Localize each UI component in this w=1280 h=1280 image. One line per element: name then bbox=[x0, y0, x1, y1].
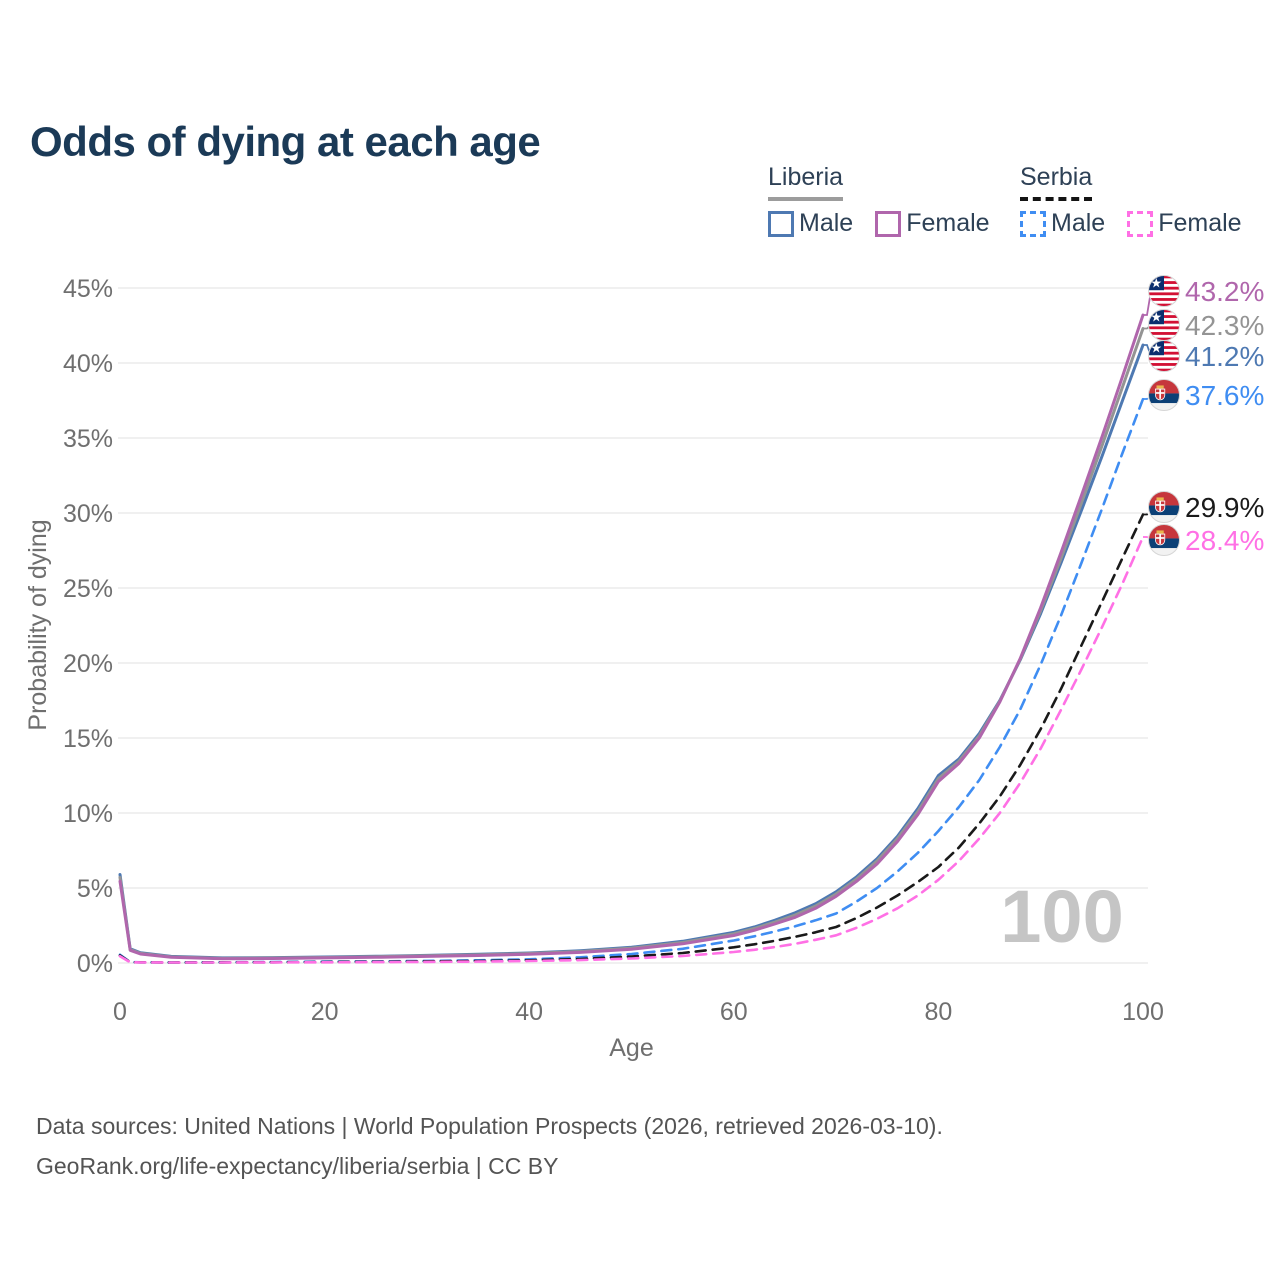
legend-item-serbia-female[interactable]: Female bbox=[1127, 209, 1242, 238]
liberia-male-swatch-icon bbox=[768, 210, 794, 237]
y-tick-label: 20% bbox=[63, 650, 113, 678]
series-line-serbia-female[interactable] bbox=[118, 535, 1145, 964]
y-tick-label: 15% bbox=[63, 725, 113, 753]
serbia-flag-icon bbox=[1148, 379, 1180, 411]
end-label-serbia-male[interactable]: 37.6% bbox=[1143, 379, 1264, 412]
legend-label: Female bbox=[1158, 209, 1242, 237]
footer-source-line: Data sources: United Nations | World Pop… bbox=[36, 1113, 943, 1139]
liberia-flag-icon: ★ bbox=[1148, 340, 1180, 372]
y-tick-label: 40% bbox=[63, 350, 113, 378]
y-tick-label: 0% bbox=[77, 950, 113, 978]
end-label-liberia-total[interactable]: ★ 42.3% bbox=[1143, 309, 1264, 342]
y-tick-label: 45% bbox=[63, 275, 113, 303]
end-label-value: 41.2% bbox=[1185, 341, 1264, 372]
end-label-serbia-total[interactable]: 29.9% bbox=[1143, 491, 1264, 524]
series-line-liberia-female[interactable] bbox=[118, 313, 1145, 961]
chart-title: Odds of dying at each age bbox=[30, 118, 541, 166]
legend-group-liberia: Liberia Male Female bbox=[768, 163, 1012, 238]
end-label-value: 42.3% bbox=[1185, 310, 1264, 341]
serbia-flag-icon bbox=[1148, 524, 1180, 556]
serbia-flag-icon bbox=[1148, 491, 1180, 523]
series-line-liberia-male[interactable] bbox=[118, 343, 1145, 960]
liberia-flag-icon: ★ bbox=[1148, 309, 1180, 341]
end-label-liberia-female[interactable]: ★ 43.2% bbox=[1143, 275, 1264, 316]
legend-item-liberia-male[interactable]: Male bbox=[768, 209, 853, 238]
x-tick-label: 100 bbox=[1122, 998, 1164, 1026]
end-label-connector bbox=[1143, 506, 1156, 516]
y-tick-label: 5% bbox=[77, 875, 113, 903]
y-tick-label: 35% bbox=[63, 425, 113, 453]
serbia-male-swatch-icon bbox=[1020, 210, 1046, 237]
legend-country-serbia[interactable]: Serbia bbox=[1020, 163, 1093, 201]
liberia-female-swatch-icon bbox=[875, 210, 902, 237]
y-tick-label: 10% bbox=[63, 800, 113, 828]
x-axis-title: Age bbox=[609, 1034, 653, 1062]
liberia-flag-icon: ★ bbox=[1148, 275, 1180, 307]
end-label-value: 29.9% bbox=[1185, 492, 1264, 523]
end-label-value: 43.2% bbox=[1185, 276, 1264, 307]
legend-label: Male bbox=[1051, 209, 1106, 237]
serbia-female-swatch-icon bbox=[1127, 210, 1154, 237]
data-source-footer: Data sources: United Nations | World Pop… bbox=[36, 1106, 943, 1186]
svg-text:★: ★ bbox=[1150, 341, 1162, 356]
series-line-liberia-total[interactable] bbox=[118, 327, 1145, 960]
footer-url-line: GeoRank.org/life-expectancy/liberia/serb… bbox=[36, 1153, 559, 1179]
x-tick-label: 80 bbox=[924, 998, 952, 1026]
end-label-value: 28.4% bbox=[1185, 525, 1264, 556]
legend-item-serbia-male[interactable]: Male bbox=[1020, 209, 1105, 238]
end-label-value: 37.6% bbox=[1185, 380, 1264, 411]
svg-text:★: ★ bbox=[1150, 310, 1162, 325]
series-line-serbia-male[interactable] bbox=[118, 397, 1145, 964]
legend-country-liberia[interactable]: Liberia bbox=[768, 163, 844, 201]
y-tick-label: 30% bbox=[63, 500, 113, 528]
age-watermark: 100 bbox=[1000, 875, 1123, 958]
legend-items-liberia: Male Female bbox=[768, 209, 1012, 238]
legend-items-serbia: Male Female bbox=[1020, 209, 1264, 238]
y-axis-title: Probability of dying bbox=[24, 519, 52, 730]
x-tick-label: 60 bbox=[720, 998, 748, 1026]
legend-item-liberia-female[interactable]: Female bbox=[875, 209, 990, 238]
x-tick-label: 20 bbox=[311, 998, 339, 1026]
end-label-liberia-male[interactable]: ★ 41.2% bbox=[1143, 340, 1264, 373]
x-tick-label: 0 bbox=[113, 998, 127, 1026]
y-tick-label: 25% bbox=[63, 575, 113, 603]
x-tick-label: 40 bbox=[515, 998, 543, 1026]
svg-text:★: ★ bbox=[1150, 276, 1162, 291]
end-label-serbia-female[interactable]: 28.4% bbox=[1143, 524, 1264, 557]
legend-label: Female bbox=[906, 209, 990, 237]
legend-group-serbia: Serbia Male Female bbox=[1020, 163, 1264, 238]
legend-label: Male bbox=[799, 209, 854, 237]
